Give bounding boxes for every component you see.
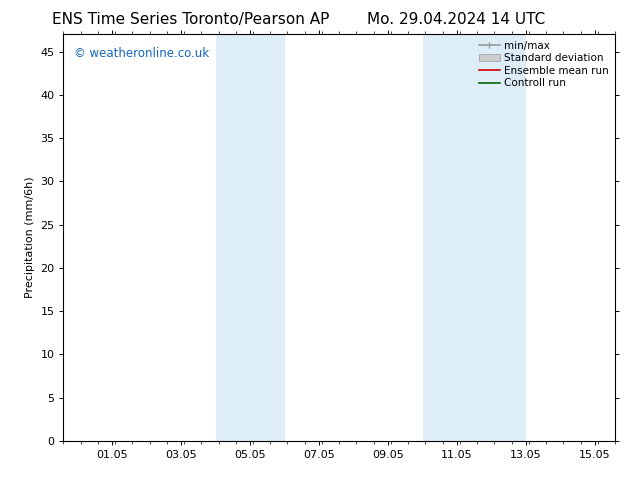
- Bar: [422, 34, 526, 441]
- Text: © weatheronline.co.uk: © weatheronline.co.uk: [74, 47, 210, 59]
- Y-axis label: Precipitation (mm/6h): Precipitation (mm/6h): [25, 177, 35, 298]
- Text: Mo. 29.04.2024 14 UTC: Mo. 29.04.2024 14 UTC: [367, 12, 546, 27]
- Legend: min/max, Standard deviation, Ensemble mean run, Controll run: min/max, Standard deviation, Ensemble me…: [476, 37, 612, 92]
- Text: ENS Time Series Toronto/Pearson AP: ENS Time Series Toronto/Pearson AP: [51, 12, 329, 27]
- Bar: [216, 34, 285, 441]
